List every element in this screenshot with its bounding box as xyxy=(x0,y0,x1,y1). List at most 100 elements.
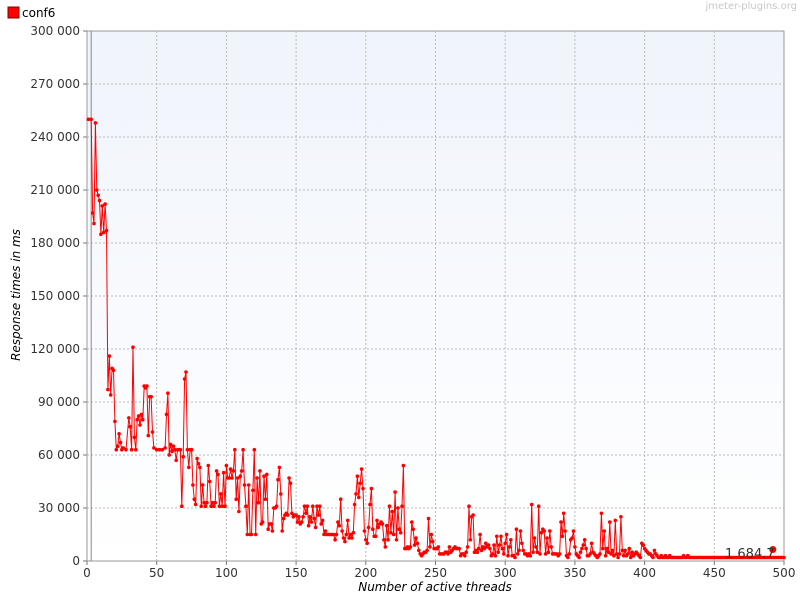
data-point xyxy=(124,447,128,452)
data-point xyxy=(255,476,259,480)
legend-label: conf6 xyxy=(22,6,55,20)
data-point xyxy=(457,546,462,551)
data-point xyxy=(610,548,615,553)
data-point xyxy=(241,447,245,452)
data-point xyxy=(520,541,524,546)
data-point xyxy=(492,543,496,547)
data-point xyxy=(234,497,238,502)
data-point xyxy=(189,447,194,452)
data-point xyxy=(343,539,347,544)
data-point xyxy=(515,552,520,556)
data-point xyxy=(220,504,224,509)
data-point xyxy=(375,518,379,523)
data-point xyxy=(502,552,506,556)
data-point xyxy=(354,492,358,496)
y-tick-label: 270 000 xyxy=(30,77,80,91)
data-point xyxy=(478,532,482,537)
data-point xyxy=(246,483,251,487)
data-point xyxy=(331,532,336,537)
data-point xyxy=(496,550,501,554)
data-point xyxy=(101,230,106,235)
data-point xyxy=(497,543,502,547)
data-point xyxy=(386,538,390,542)
data-point xyxy=(561,511,566,516)
data-point xyxy=(231,469,236,473)
data-point xyxy=(638,555,643,560)
data-point xyxy=(446,552,450,556)
data-point xyxy=(376,525,381,530)
data-point xyxy=(333,538,337,542)
data-point xyxy=(311,504,315,509)
data-point xyxy=(436,545,441,549)
data-point xyxy=(567,552,572,556)
data-point xyxy=(97,198,102,203)
data-point xyxy=(626,552,630,556)
data-point xyxy=(352,502,357,507)
data-point xyxy=(364,538,368,542)
data-point xyxy=(350,536,354,540)
data-point xyxy=(200,483,205,487)
data-point xyxy=(609,552,613,556)
data-point xyxy=(106,387,110,392)
data-point xyxy=(614,552,619,556)
data-point xyxy=(483,541,488,546)
data-point xyxy=(361,486,365,491)
data-point xyxy=(347,536,351,540)
data-point xyxy=(115,444,120,449)
data-point xyxy=(121,446,125,450)
data-point xyxy=(503,541,508,546)
data-point xyxy=(316,513,321,517)
data-point xyxy=(560,534,565,539)
data-point xyxy=(167,453,171,457)
data-point xyxy=(134,447,138,452)
data-point xyxy=(96,193,100,198)
data-point xyxy=(168,442,173,447)
data-point xyxy=(312,516,317,521)
x-tick-label: 250 xyxy=(424,566,447,580)
data-point xyxy=(584,546,588,551)
data-point xyxy=(447,545,452,549)
data-point xyxy=(387,504,392,509)
data-point xyxy=(612,553,616,558)
x-tick-label: 350 xyxy=(563,566,586,580)
data-point xyxy=(238,474,243,479)
data-point xyxy=(95,188,99,192)
data-point xyxy=(118,440,123,445)
data-point xyxy=(114,447,119,452)
data-point xyxy=(570,536,574,540)
data-point xyxy=(308,515,312,519)
data-point xyxy=(518,529,523,533)
data-point xyxy=(559,520,563,524)
data-point xyxy=(506,553,510,558)
grid-lines xyxy=(87,31,784,561)
data-point xyxy=(184,370,188,374)
data-point xyxy=(577,555,581,560)
x-tick-label: 0 xyxy=(83,566,91,580)
data-point xyxy=(368,502,372,507)
data-point xyxy=(534,545,538,549)
data-point xyxy=(521,548,526,553)
data-point xyxy=(536,504,541,509)
data-point xyxy=(235,476,240,480)
data-point xyxy=(276,477,280,482)
x-tick-label: 500 xyxy=(773,566,796,580)
data-point xyxy=(493,553,498,558)
data-point xyxy=(309,520,314,524)
data-point xyxy=(266,527,271,531)
data-point xyxy=(341,536,346,540)
data-point xyxy=(397,527,402,531)
data-point xyxy=(149,394,153,399)
data-point xyxy=(396,506,400,510)
data-point xyxy=(280,529,285,533)
data-point xyxy=(103,202,107,206)
data-point xyxy=(135,417,139,422)
data-point xyxy=(129,447,134,452)
data-point xyxy=(196,462,201,466)
data-point xyxy=(152,446,156,450)
x-axis-title: Number of active threads xyxy=(358,580,512,594)
data-point xyxy=(205,500,209,505)
data-point xyxy=(608,520,612,524)
data-point xyxy=(265,472,269,477)
data-point xyxy=(239,469,244,473)
